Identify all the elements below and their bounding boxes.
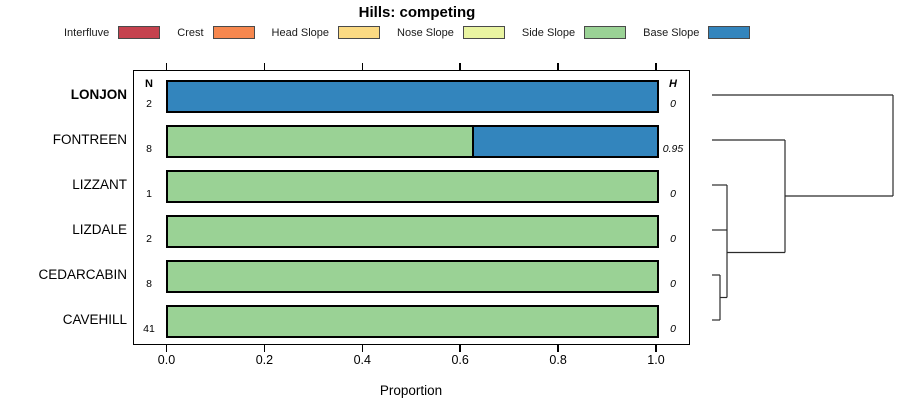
bar-row: [165, 304, 659, 338]
legend-swatch-head-slope: [338, 26, 381, 39]
legend-item: Nose Slope: [397, 26, 505, 39]
row-label-fontreen: FONTREEN: [52, 132, 127, 147]
axis-tick: [557, 63, 559, 70]
bar-segment-side-slope: [167, 261, 657, 291]
legend-label: Interfluve: [64, 26, 110, 39]
row-label-cedarcabin: CEDARCABIN: [38, 267, 127, 282]
axis-tick-label: 0.2: [255, 353, 274, 367]
n-value: 8: [146, 143, 152, 155]
row-label-lonjon: LONJON: [70, 87, 127, 102]
bar-segment-side-slope: [167, 171, 657, 201]
bar-segment-side-slope: [167, 126, 473, 156]
legend-label: Nose Slope: [397, 26, 454, 39]
x-axis-label: Proportion: [379, 383, 443, 398]
axis-tick-label: 0.8: [549, 353, 567, 367]
legend-label: Head Slope: [271, 26, 330, 39]
axis-tick: [263, 345, 266, 352]
bar-row: [165, 169, 659, 203]
axis-tick: [165, 345, 168, 352]
legend-swatch-side-slope: [584, 26, 627, 39]
h-value: 0: [670, 278, 676, 290]
legend-item: Base Slope: [643, 26, 751, 39]
row-label-lizdale: LIZDALE: [72, 222, 127, 237]
legend-item: Interfluve: [64, 26, 161, 39]
legend-swatch-nose-slope: [462, 26, 505, 39]
h-value: 0.95: [662, 143, 684, 155]
n-value: 2: [146, 233, 152, 245]
legend-item: Head Slope: [272, 26, 381, 39]
bar-row: [165, 259, 659, 293]
axis-tick: [263, 63, 266, 70]
legend-label: Side Slope: [521, 26, 576, 39]
plot-area: N H 2 0 8 0.95 1 0 2 0 8 0 41 0: [133, 70, 690, 345]
n-value: 2: [146, 98, 152, 110]
h-value: 0: [670, 233, 676, 245]
legend-item: Side Slope: [521, 26, 627, 39]
legend-swatch-base-slope: [708, 26, 751, 39]
axis-tick-label: 0.6: [451, 353, 469, 367]
dendrogram: [712, 94, 894, 321]
h-value: 0: [670, 323, 676, 335]
n-value: 1: [146, 188, 152, 200]
legend-swatch-interfluve: [118, 26, 161, 39]
chart-title: Hills: competing: [358, 4, 476, 21]
axis-tick: [165, 63, 168, 70]
axis-tick-label: 1.0: [647, 353, 665, 367]
axis-tick: [361, 63, 364, 70]
bar-segment-base-slope: [167, 81, 657, 111]
legend-label: Crest: [177, 26, 204, 39]
bar-segment-side-slope: [167, 216, 657, 246]
legend: Interfluve Crest Head Slope Nose Slope Side …: [64, 26, 751, 39]
axis-tick-label: 0.4: [353, 353, 371, 367]
axis-tick: [557, 345, 559, 352]
n-column-header: N: [145, 78, 153, 90]
h-value: 0: [670, 188, 676, 200]
legend-item: Crest: [177, 26, 255, 39]
n-value: 41: [143, 323, 155, 335]
h-column-header: H: [669, 78, 677, 90]
axis-tick: [459, 345, 461, 352]
axis-tick: [655, 63, 657, 70]
n-value: 8: [146, 278, 152, 290]
row-label-cavehill: CAVEHILL: [62, 312, 127, 327]
axis-tick: [655, 345, 657, 352]
axis-tick-label: 0.0: [157, 353, 176, 367]
bar-row: [165, 124, 659, 158]
bar-segment-side-slope: [167, 306, 657, 336]
h-value: 0: [670, 98, 676, 110]
axis-tick: [361, 345, 364, 352]
legend-label: Base Slope: [643, 26, 700, 39]
bar-row: [165, 214, 659, 248]
row-label-lizzant: LIZZANT: [72, 177, 127, 192]
bar-row: [165, 79, 659, 113]
legend-swatch-crest: [212, 26, 255, 39]
axis-tick: [459, 63, 461, 70]
bar-segment-base-slope: [472, 126, 657, 156]
